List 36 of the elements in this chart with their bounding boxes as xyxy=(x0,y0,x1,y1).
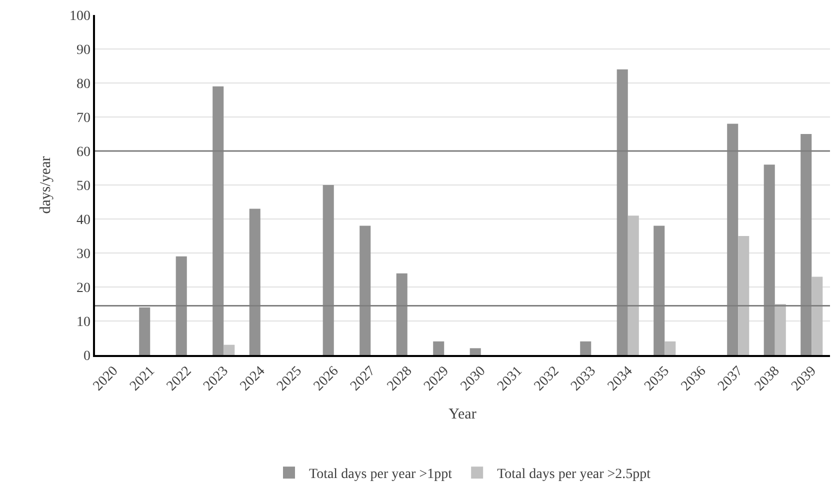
y-tick-label: 100 xyxy=(69,8,90,24)
y-tick-label: 0 xyxy=(83,348,90,364)
bar xyxy=(774,304,786,355)
y-tick-label: 30 xyxy=(76,246,90,262)
bar xyxy=(727,124,738,355)
y-tick-label: 60 xyxy=(76,144,90,160)
bar xyxy=(176,256,187,355)
legend-label: Total days per year >1ppt xyxy=(309,467,452,482)
bar xyxy=(212,86,224,355)
bar xyxy=(812,276,823,355)
bar xyxy=(360,226,371,355)
bar xyxy=(433,341,444,355)
bar xyxy=(664,341,676,355)
y-tick-label: 40 xyxy=(76,212,90,228)
y-tick-label: 50 xyxy=(76,178,90,194)
bar xyxy=(628,216,639,355)
y-tick-label: 80 xyxy=(76,76,90,92)
bar xyxy=(322,185,334,355)
x-axis-title: Year xyxy=(448,406,476,423)
bar xyxy=(396,273,408,355)
bar xyxy=(764,164,775,355)
bar xyxy=(139,307,150,355)
bar xyxy=(654,226,665,355)
y-tick-label: 90 xyxy=(76,42,90,58)
bar xyxy=(470,348,481,355)
bar xyxy=(616,69,628,355)
legend-label: Total days per year >2.5ppt xyxy=(497,467,651,482)
y-tick-label: 20 xyxy=(76,280,90,296)
bar xyxy=(249,208,260,355)
bar xyxy=(580,341,592,355)
y-tick-label: 10 xyxy=(76,314,90,330)
bar xyxy=(224,344,235,355)
y-tick-label: 70 xyxy=(76,110,90,126)
bar xyxy=(738,236,750,355)
bar xyxy=(800,134,812,355)
y-axis-title: days/year xyxy=(38,156,54,214)
